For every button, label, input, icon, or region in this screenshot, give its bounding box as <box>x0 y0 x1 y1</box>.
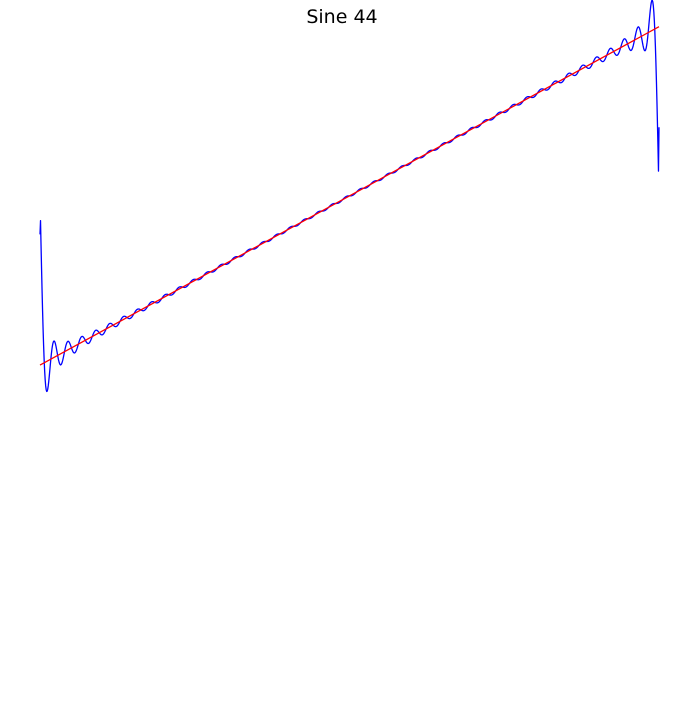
series-line-2 <box>39 26 660 366</box>
chart-title: Sine 44 <box>306 6 378 28</box>
series-layer <box>39 0 660 393</box>
